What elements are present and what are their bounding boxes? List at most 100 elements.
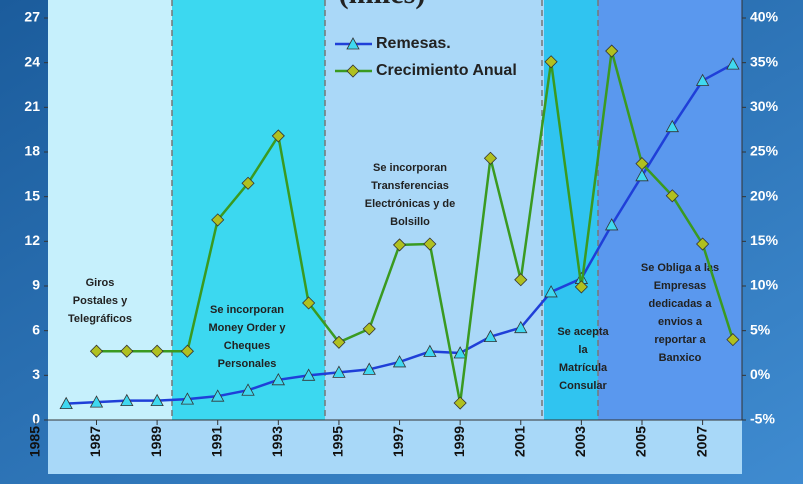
marker (180, 392, 195, 405)
marker (120, 344, 134, 358)
y-tick-label: 3 (32, 366, 40, 382)
annotation: Se Obliga a las (641, 262, 719, 274)
marker (423, 344, 437, 357)
annotation: Telegráficos (68, 313, 132, 325)
annotation: reportar a (654, 334, 706, 346)
marker (332, 365, 346, 378)
x-tick-label: 1987 (87, 426, 103, 457)
marker (89, 395, 104, 408)
legend-label: Crecimiento Anual (376, 62, 517, 79)
annotation: Se acepta (557, 326, 609, 338)
marker (271, 372, 285, 386)
marker (695, 73, 710, 86)
marker (362, 362, 376, 375)
marker (726, 333, 740, 347)
annotation: Personales (218, 358, 277, 370)
y2-tick-label: 35% (750, 53, 779, 69)
y2-tick-label: 30% (750, 98, 779, 114)
annotation: Banxico (659, 352, 702, 364)
annotation: Se incorporan (373, 162, 447, 174)
y2-tick-label: 10% (750, 277, 779, 293)
x-tick-label: 1991 (208, 426, 224, 457)
x-tick-label: 1989 (148, 426, 164, 457)
x-tick-label: 2007 (693, 426, 709, 457)
y2-tick-label: 0% (750, 366, 771, 382)
marker (483, 329, 498, 343)
y-tick-label: 24 (24, 53, 40, 69)
marker (301, 368, 316, 381)
legend-marker (346, 64, 360, 78)
marker (665, 119, 679, 133)
x-tick-label: 1995 (330, 426, 346, 457)
annotation: la (578, 344, 588, 356)
marker (514, 273, 528, 287)
marker (332, 335, 346, 349)
marker (302, 296, 316, 310)
annotation: Giros (86, 277, 115, 289)
y2-tick-label: 40% (750, 9, 779, 25)
annotation: Empresas (654, 280, 707, 292)
annotation: Money Order y (208, 322, 286, 334)
y-tick-label: 27 (24, 9, 40, 25)
y-tick-label: 18 (24, 143, 40, 159)
y2-tick-label: -5% (750, 411, 775, 427)
marker (544, 55, 558, 69)
marker (635, 168, 649, 182)
marker (483, 151, 498, 165)
x-tick-label: 2005 (633, 426, 649, 457)
marker (605, 218, 619, 231)
annotation: Consular (559, 380, 607, 392)
marker (59, 396, 73, 410)
marker (574, 280, 588, 294)
annotation: Cheques (224, 340, 270, 352)
marker (150, 393, 164, 407)
x-tick-label: 2003 (572, 426, 588, 457)
annotation: Electrónicas y de (365, 198, 456, 210)
marker (211, 213, 225, 227)
marker (544, 285, 558, 298)
y-tick-label: 9 (32, 277, 40, 293)
y2-tick-label: 20% (750, 187, 779, 203)
x-tick-label: 1997 (390, 426, 406, 457)
marker (120, 393, 134, 407)
annotation: Matrícula (559, 362, 608, 374)
marker (211, 389, 225, 402)
y-tick-label: 15 (24, 187, 40, 203)
marker (635, 157, 649, 171)
x-tick-label: 1999 (451, 426, 467, 457)
y-tick-label: 6 (32, 321, 40, 337)
marker (241, 383, 255, 396)
marker (665, 189, 679, 203)
marker (150, 344, 164, 358)
band (48, 0, 172, 420)
marker (180, 344, 194, 358)
y-tick-label: 21 (24, 98, 40, 114)
y2-tick-label: 25% (750, 143, 779, 159)
marker (362, 322, 376, 336)
marker (423, 237, 437, 251)
y-tick-label: 12 (24, 232, 40, 248)
marker (696, 237, 710, 251)
marker (271, 129, 285, 143)
annotation: envios a (658, 316, 703, 328)
legend-label: Remesas. (376, 35, 451, 52)
annotation: Se incorporan (210, 304, 284, 316)
series-line (96, 50, 735, 404)
marker (89, 344, 104, 358)
legend-marker (346, 37, 360, 50)
y2-tick-label: 5% (750, 321, 771, 337)
chart-title: (miles) (339, 0, 426, 10)
y-tick-label: 0 (32, 411, 40, 427)
x-tick-label: 2001 (511, 426, 527, 457)
annotation: Bolsillo (390, 216, 430, 228)
band (172, 0, 325, 420)
x-axis-area (48, 420, 742, 474)
annotation: Postales y (73, 295, 128, 307)
y2-tick-label: 15% (750, 232, 779, 248)
x-tick-label: 1985 (27, 426, 43, 457)
x-tick-label: 1993 (269, 426, 285, 457)
marker (605, 44, 619, 58)
marker (514, 320, 528, 334)
marker (392, 355, 407, 368)
